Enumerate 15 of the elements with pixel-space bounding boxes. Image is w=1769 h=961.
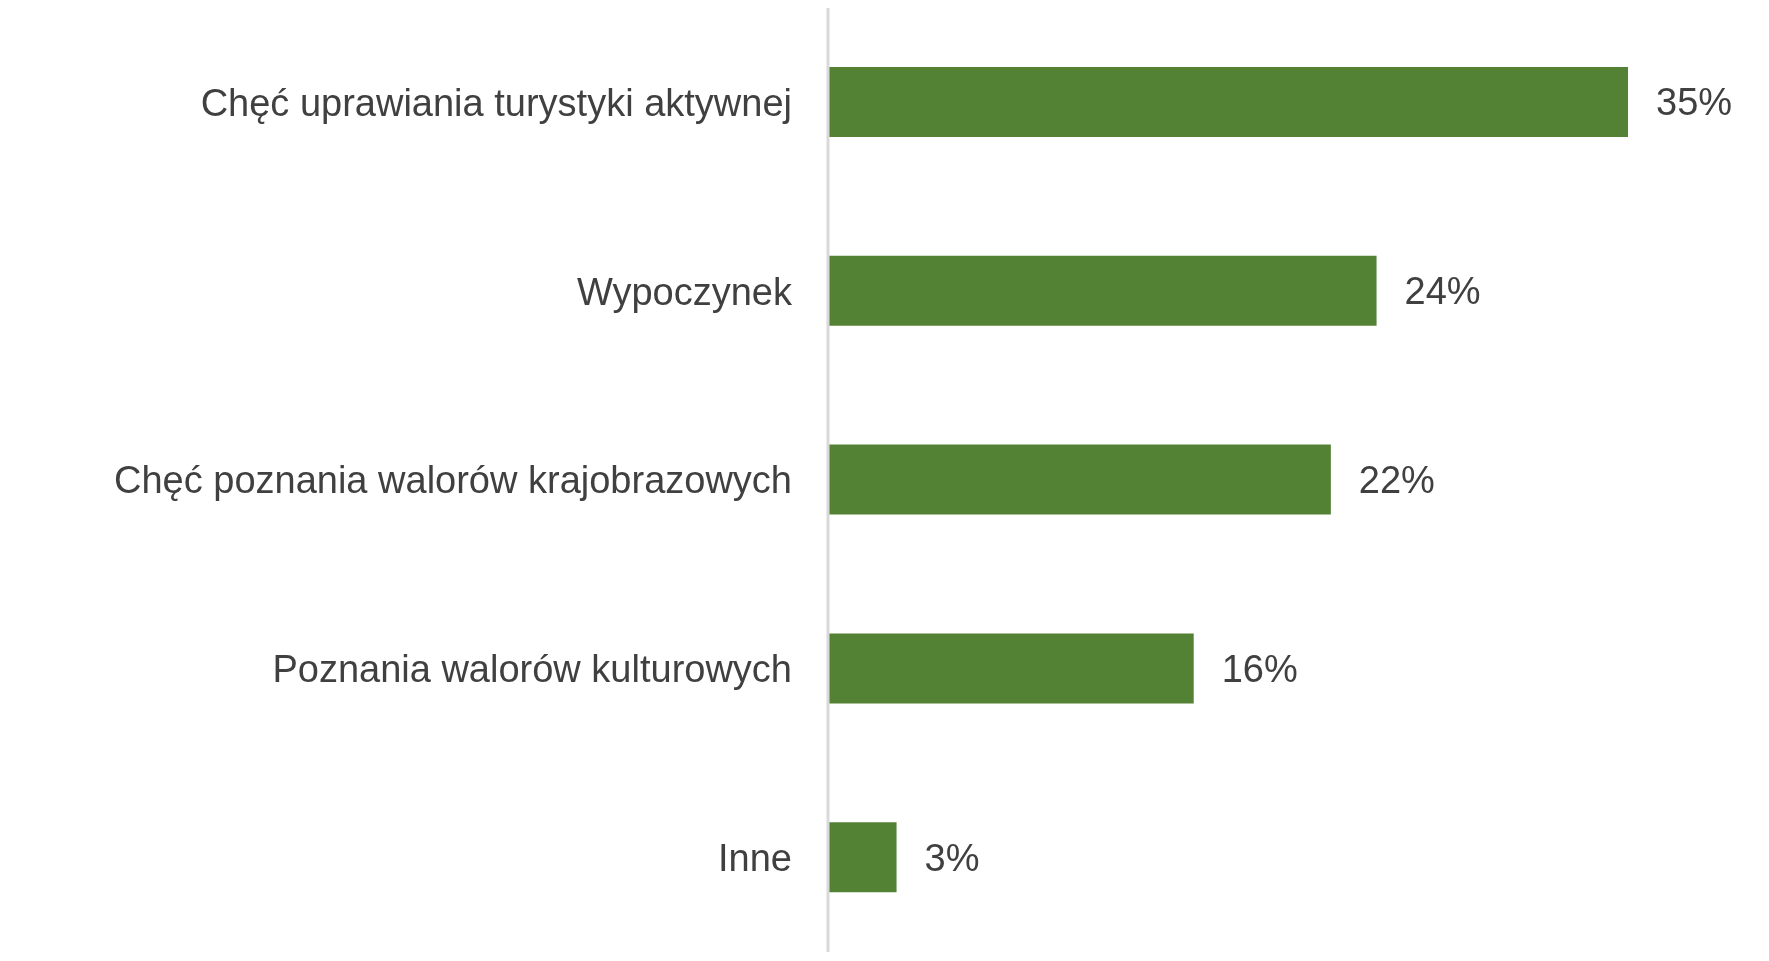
bar: [828, 822, 897, 893]
data-label: 24%: [1404, 270, 1481, 313]
bar: [828, 444, 1331, 515]
bar: [828, 255, 1377, 326]
data-label: 22%: [1358, 459, 1435, 502]
y-tick-label: Chęć poznania walorów krajobrazowych: [113, 459, 792, 502]
data-label: 35%: [1656, 81, 1733, 124]
y-tick-label: Inne: [718, 837, 792, 880]
y-tick-label: Chęć uprawiania turystyki aktywnej: [200, 81, 792, 124]
data-label: 16%: [1221, 647, 1298, 690]
bar: [828, 67, 1628, 137]
data-label: 3%: [924, 836, 980, 879]
y-tick-label: Wypoczynek: [576, 270, 793, 313]
bar: [828, 633, 1194, 704]
y-tick-label: Poznania walorów kulturowych: [272, 648, 792, 691]
